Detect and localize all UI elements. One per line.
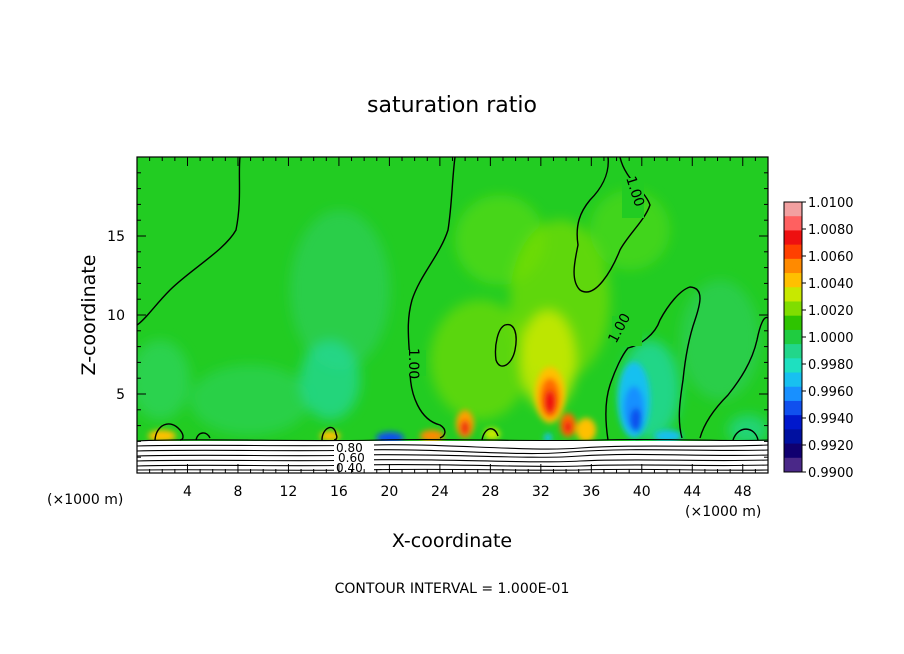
y-axis-label: Z-coordinate	[78, 255, 100, 376]
x-tick-label: 20	[380, 484, 398, 500]
x-unit-left: (×1000 m)	[47, 492, 123, 508]
surface-contours	[137, 438, 768, 471]
colorbar-label: 1.0080	[808, 223, 854, 238]
colorbar-swatch	[784, 216, 802, 231]
x-unit-right: (×1000 m)	[685, 504, 761, 520]
colorbar-swatch	[784, 372, 802, 388]
y-tick-label: 10	[107, 308, 125, 324]
colorbar-swatch	[784, 315, 802, 331]
colorbar-swatch	[784, 230, 802, 246]
colorbar-swatch	[784, 457, 802, 473]
contour-labels: 1.00 1.00 1.00 0.80 0.60 0.40	[334, 174, 647, 475]
contour-label: 0.40	[336, 461, 363, 475]
colorbar-swatch	[784, 287, 802, 302]
colorbar-swatch	[784, 386, 802, 402]
colorbar-label: 0.9900	[808, 466, 854, 481]
colorbar-swatch	[784, 358, 802, 374]
y-axis: 5 10 15	[107, 172, 768, 458]
colorbar-swatch	[784, 429, 802, 445]
x-tick-label: 8	[233, 484, 242, 500]
x-tick-label: 28	[481, 484, 499, 500]
x-tick-label: 12	[280, 484, 298, 500]
colorbar-swatch	[784, 202, 802, 217]
contour-label: 0.60	[338, 451, 365, 465]
y-tick-label: 15	[107, 229, 125, 245]
colorbar-swatch	[784, 344, 802, 359]
colorbar-label: 1.0020	[808, 304, 854, 319]
colorbar-swatch	[784, 329, 802, 345]
contour-lines	[137, 157, 768, 441]
colorbar-label: 1.0060	[808, 250, 854, 265]
colorbar-label: 0.9940	[808, 412, 854, 427]
contour-interval-note: CONTOUR INTERVAL = 1.000E-01	[335, 581, 570, 597]
colorbar-label: 1.0000	[808, 331, 854, 346]
x-tick-label: 40	[633, 484, 651, 500]
colorbar-label: 0.9980	[808, 358, 854, 373]
colorbar-swatch	[784, 415, 802, 430]
x-tick-label: 4	[183, 484, 192, 500]
y-tick-label: 5	[116, 387, 125, 403]
colorbar-label: 0.9920	[808, 439, 854, 454]
colorbar: 1.0100 1.0080 1.0060 1.0040 1.0020 1.0000 0.99…	[783, 196, 854, 481]
x-axis: 4 8 12 16 20 24 28 32 36 40 44 48	[149, 157, 756, 500]
colorbar-swatch	[784, 258, 802, 274]
colorbar-swatch	[784, 400, 802, 416]
x-tick-label: 36	[582, 484, 600, 500]
x-tick-label: 24	[431, 484, 449, 500]
colorbar-label: 0.9960	[808, 385, 854, 400]
colorbar-swatch	[784, 301, 802, 317]
x-tick-label: 16	[330, 484, 348, 500]
colorbar-label: 1.0100	[808, 196, 854, 211]
chart-title: saturation ratio	[367, 93, 537, 118]
x-axis-label: X-coordinate	[392, 530, 512, 552]
colorbar-label: 1.0040	[808, 277, 854, 292]
colorbar-swatch	[784, 443, 802, 459]
contour-label: 1.00	[405, 348, 421, 379]
contour-label: 0.80	[336, 441, 363, 455]
x-tick-label: 48	[734, 484, 752, 500]
colorbar-swatch	[784, 273, 802, 288]
x-tick-label: 44	[683, 484, 701, 500]
x-tick-label: 32	[532, 484, 550, 500]
saturation-extrema	[148, 362, 682, 444]
colorbar-swatch	[784, 244, 802, 260]
plot-area: 1.00 1.00 1.00 0.80 0.60 0.40	[137, 157, 768, 475]
